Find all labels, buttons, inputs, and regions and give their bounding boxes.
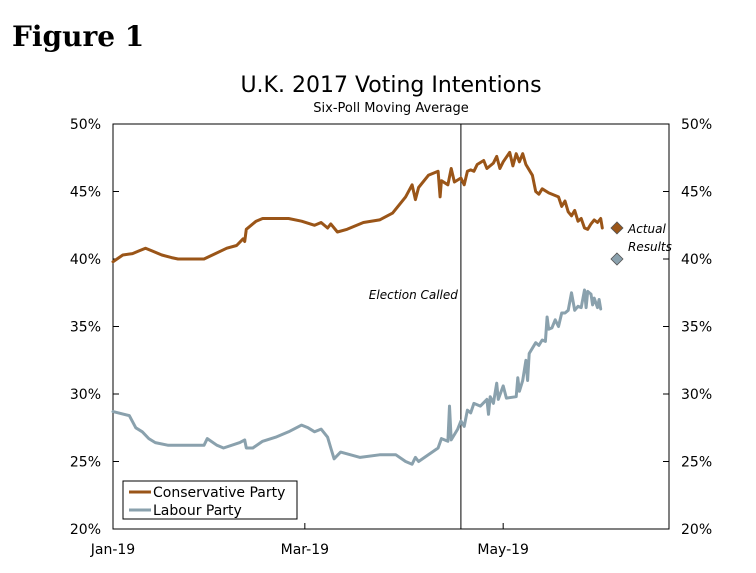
y-tick-label-right: 45% (681, 185, 712, 201)
y-tick-label-right: 35% (681, 320, 712, 336)
x-axis: Jan-19 Mar-19 May-19 (90, 523, 529, 558)
y-tick-label-left: 40% (70, 252, 101, 268)
y-tick-label-right: 50% (681, 117, 712, 133)
conservative-actual-result-marker (610, 221, 624, 235)
chart-subtitle: Six-Poll Moving Average (313, 101, 468, 116)
election-called-label: Election Called (369, 288, 458, 302)
y-tick-label-right: 20% (681, 522, 712, 538)
legend-label-conservative: Conservative Party (153, 485, 285, 501)
labour-actual-result-marker (610, 252, 624, 266)
figure-label: Figure 1 (12, 20, 145, 53)
actual-results-label-line2: Results (628, 240, 672, 254)
y-axis-left: 20% 25% 30% 35% 40% 45% 50% (70, 117, 119, 538)
conservative-series-line (111, 150, 604, 264)
y-tick-label-left: 50% (70, 117, 101, 133)
x-tick-label: Jan-19 (90, 542, 135, 558)
plot-area (112, 123, 670, 530)
legend: Conservative Party Labour Party (122, 480, 298, 520)
y-tick-label-right: 25% (681, 455, 712, 471)
chart-title: U.K. 2017 Voting Intentions (240, 73, 541, 98)
actual-results-label-line1: Actual (627, 222, 666, 236)
x-tick-label: Mar-19 (281, 542, 329, 558)
y-tick-label-left: 20% (70, 522, 101, 538)
y-tick-label-left: 45% (70, 185, 101, 201)
y-axis-right: 20% 25% 30% 35% 40% 45% 50% (663, 117, 712, 538)
y-tick-label-right: 40% (681, 252, 712, 268)
y-tick-label-left: 35% (70, 320, 101, 336)
actual-results-markers (610, 221, 624, 266)
y-tick-label-right: 30% (681, 387, 712, 403)
legend-box (122, 480, 298, 520)
series-group (111, 150, 604, 466)
y-tick-label-left: 30% (70, 387, 101, 403)
y-tick-label-left: 25% (70, 455, 101, 471)
legend-label-labour: Labour Party (153, 503, 242, 519)
labour-series-line (111, 288, 603, 466)
x-tick-label: May-19 (477, 542, 529, 558)
